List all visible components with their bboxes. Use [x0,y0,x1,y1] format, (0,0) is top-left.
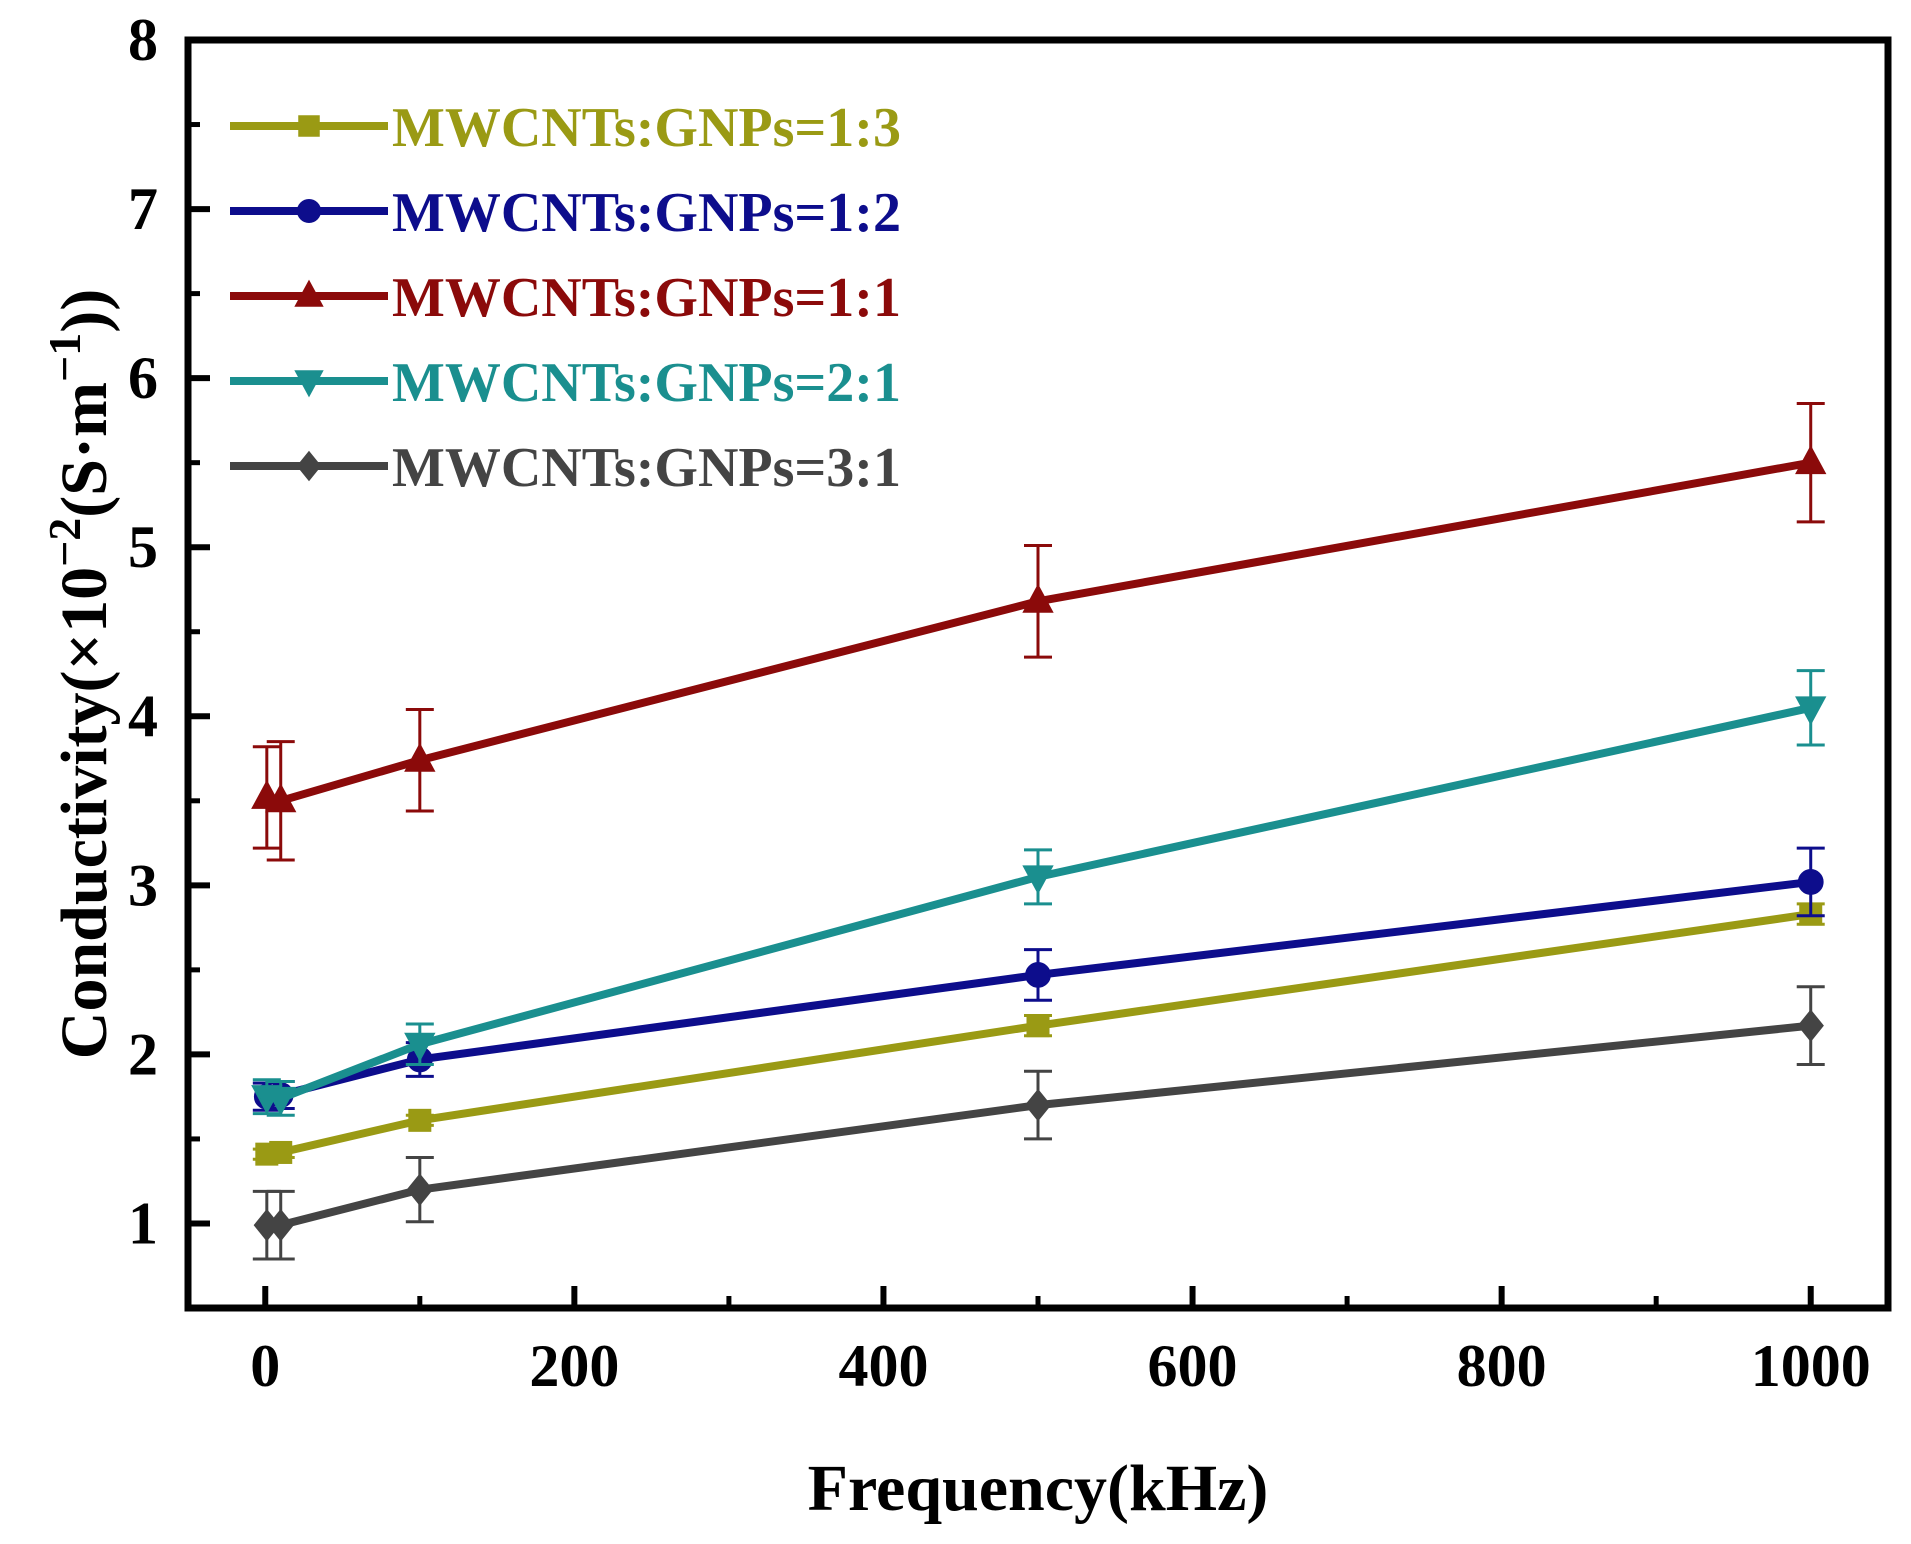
series-5 [252,985,1825,1261]
legend-marker [296,198,322,224]
data-point [404,742,436,772]
legend-marker [298,115,320,137]
y-axis-title-main: Conductivity(×10 [48,567,121,1059]
y-tick-label: 1 [128,1190,158,1256]
series-layer [251,401,1827,1261]
x-tick-label: 1000 [1751,1333,1871,1399]
y-tick-label: 7 [128,176,158,242]
legend-item: MWCNTs:GNPs=2:1 [230,352,901,414]
data-point [1022,583,1054,613]
legend-marker [296,450,322,482]
series-1 [252,902,1825,1166]
y-axis-title: Conductivity(×10−2(S·m−1)) [39,289,121,1059]
x-tick-label: 200 [529,1333,619,1399]
data-point [404,1032,436,1062]
y-tick-label: 4 [128,683,158,749]
data-point [269,1140,293,1164]
legend: MWCNTs:GNPs=1:3 MWCNTs:GNPs=1:2 MWCNTs:GNP… [230,97,901,499]
legend-label: MWCNTs:GNPs=1:3 [392,97,901,159]
data-point [1025,962,1051,988]
series-4 [251,669,1827,1117]
legend-label: MWCNTs:GNPs=1:1 [392,267,901,329]
y-tick-label: 6 [128,345,158,411]
tick-labels: 0 200 400 600 800 1000 1 2 3 4 5 6 7 8 [128,7,1871,1399]
legend-label: MWCNTs:GNPs=3:1 [392,437,901,499]
y-tick-label: 5 [128,514,158,580]
y-tick-label: 3 [128,852,158,918]
data-point [1022,865,1054,895]
x-tick-label: 400 [838,1333,928,1399]
legend-marker [294,370,324,398]
data-point [1795,696,1827,726]
legend-item: MWCNTs:GNPs=1:3 [230,97,901,159]
x-axis-title: Frequency(kHz) [808,1452,1269,1525]
data-point [1024,1088,1052,1122]
legend-item: MWCNTs:GNPs=1:2 [230,182,901,244]
data-point [1795,445,1827,475]
x-tick-label: 0 [250,1333,280,1399]
series-3 [251,401,1827,862]
legend-label: MWCNTs:GNPs=1:2 [392,182,901,244]
legend-marker [294,279,324,307]
data-point [1026,1014,1050,1038]
y-axis-title-mid: (S·m [48,382,121,518]
y-axis-title-exp2: −1 [39,333,90,382]
data-point [408,1108,432,1132]
y-axis-title-exp1: −2 [39,518,90,567]
data-point [265,1086,297,1116]
axis-ticks [188,37,1814,1308]
data-point [1797,869,1824,895]
legend-item: MWCNTs:GNPs=3:1 [230,437,901,499]
y-tick-label: 8 [128,7,158,73]
x-tick-label: 600 [1148,1333,1238,1399]
y-tick-label: 2 [128,1021,158,1087]
legend-label: MWCNTs:GNPs=2:1 [392,352,901,414]
data-point [1797,1009,1824,1042]
x-tick-label: 800 [1457,1333,1547,1399]
data-point [406,1173,434,1206]
data-point [265,783,297,813]
data-point [267,1208,294,1242]
legend-item: MWCNTs:GNPs=1:1 [230,267,901,329]
y-axis-title-end: )) [48,289,121,333]
